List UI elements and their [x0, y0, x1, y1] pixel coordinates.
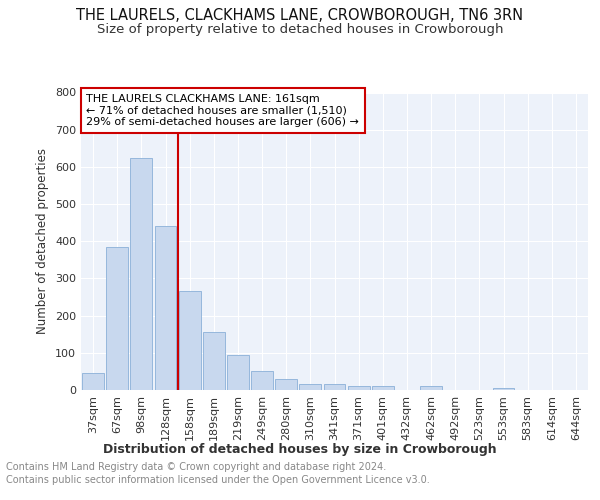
Bar: [299, 384, 321, 390]
Text: Contains HM Land Registry data © Crown copyright and database right 2024.: Contains HM Land Registry data © Crown c…: [6, 462, 386, 472]
Bar: [179, 292, 200, 390]
Text: Contains public sector information licensed under the Open Government Licence v3: Contains public sector information licen…: [6, 475, 430, 485]
Bar: [348, 386, 370, 390]
Bar: [275, 379, 297, 390]
Bar: [130, 158, 152, 390]
Y-axis label: Number of detached properties: Number of detached properties: [37, 148, 49, 334]
Text: THE LAURELS CLACKHAMS LANE: 161sqm
← 71% of detached houses are smaller (1,510)
: THE LAURELS CLACKHAMS LANE: 161sqm ← 71%…: [86, 94, 359, 127]
Bar: [227, 354, 249, 390]
Bar: [203, 332, 224, 390]
Bar: [493, 388, 514, 390]
Bar: [420, 386, 442, 390]
Text: THE LAURELS, CLACKHAMS LANE, CROWBOROUGH, TN6 3RN: THE LAURELS, CLACKHAMS LANE, CROWBOROUGH…: [76, 8, 524, 22]
Bar: [372, 386, 394, 390]
Text: Size of property relative to detached houses in Crowborough: Size of property relative to detached ho…: [97, 22, 503, 36]
Bar: [82, 374, 104, 390]
Bar: [323, 384, 346, 390]
Bar: [106, 247, 128, 390]
Bar: [251, 372, 273, 390]
Text: Distribution of detached houses by size in Crowborough: Distribution of detached houses by size …: [103, 442, 497, 456]
Bar: [155, 226, 176, 390]
